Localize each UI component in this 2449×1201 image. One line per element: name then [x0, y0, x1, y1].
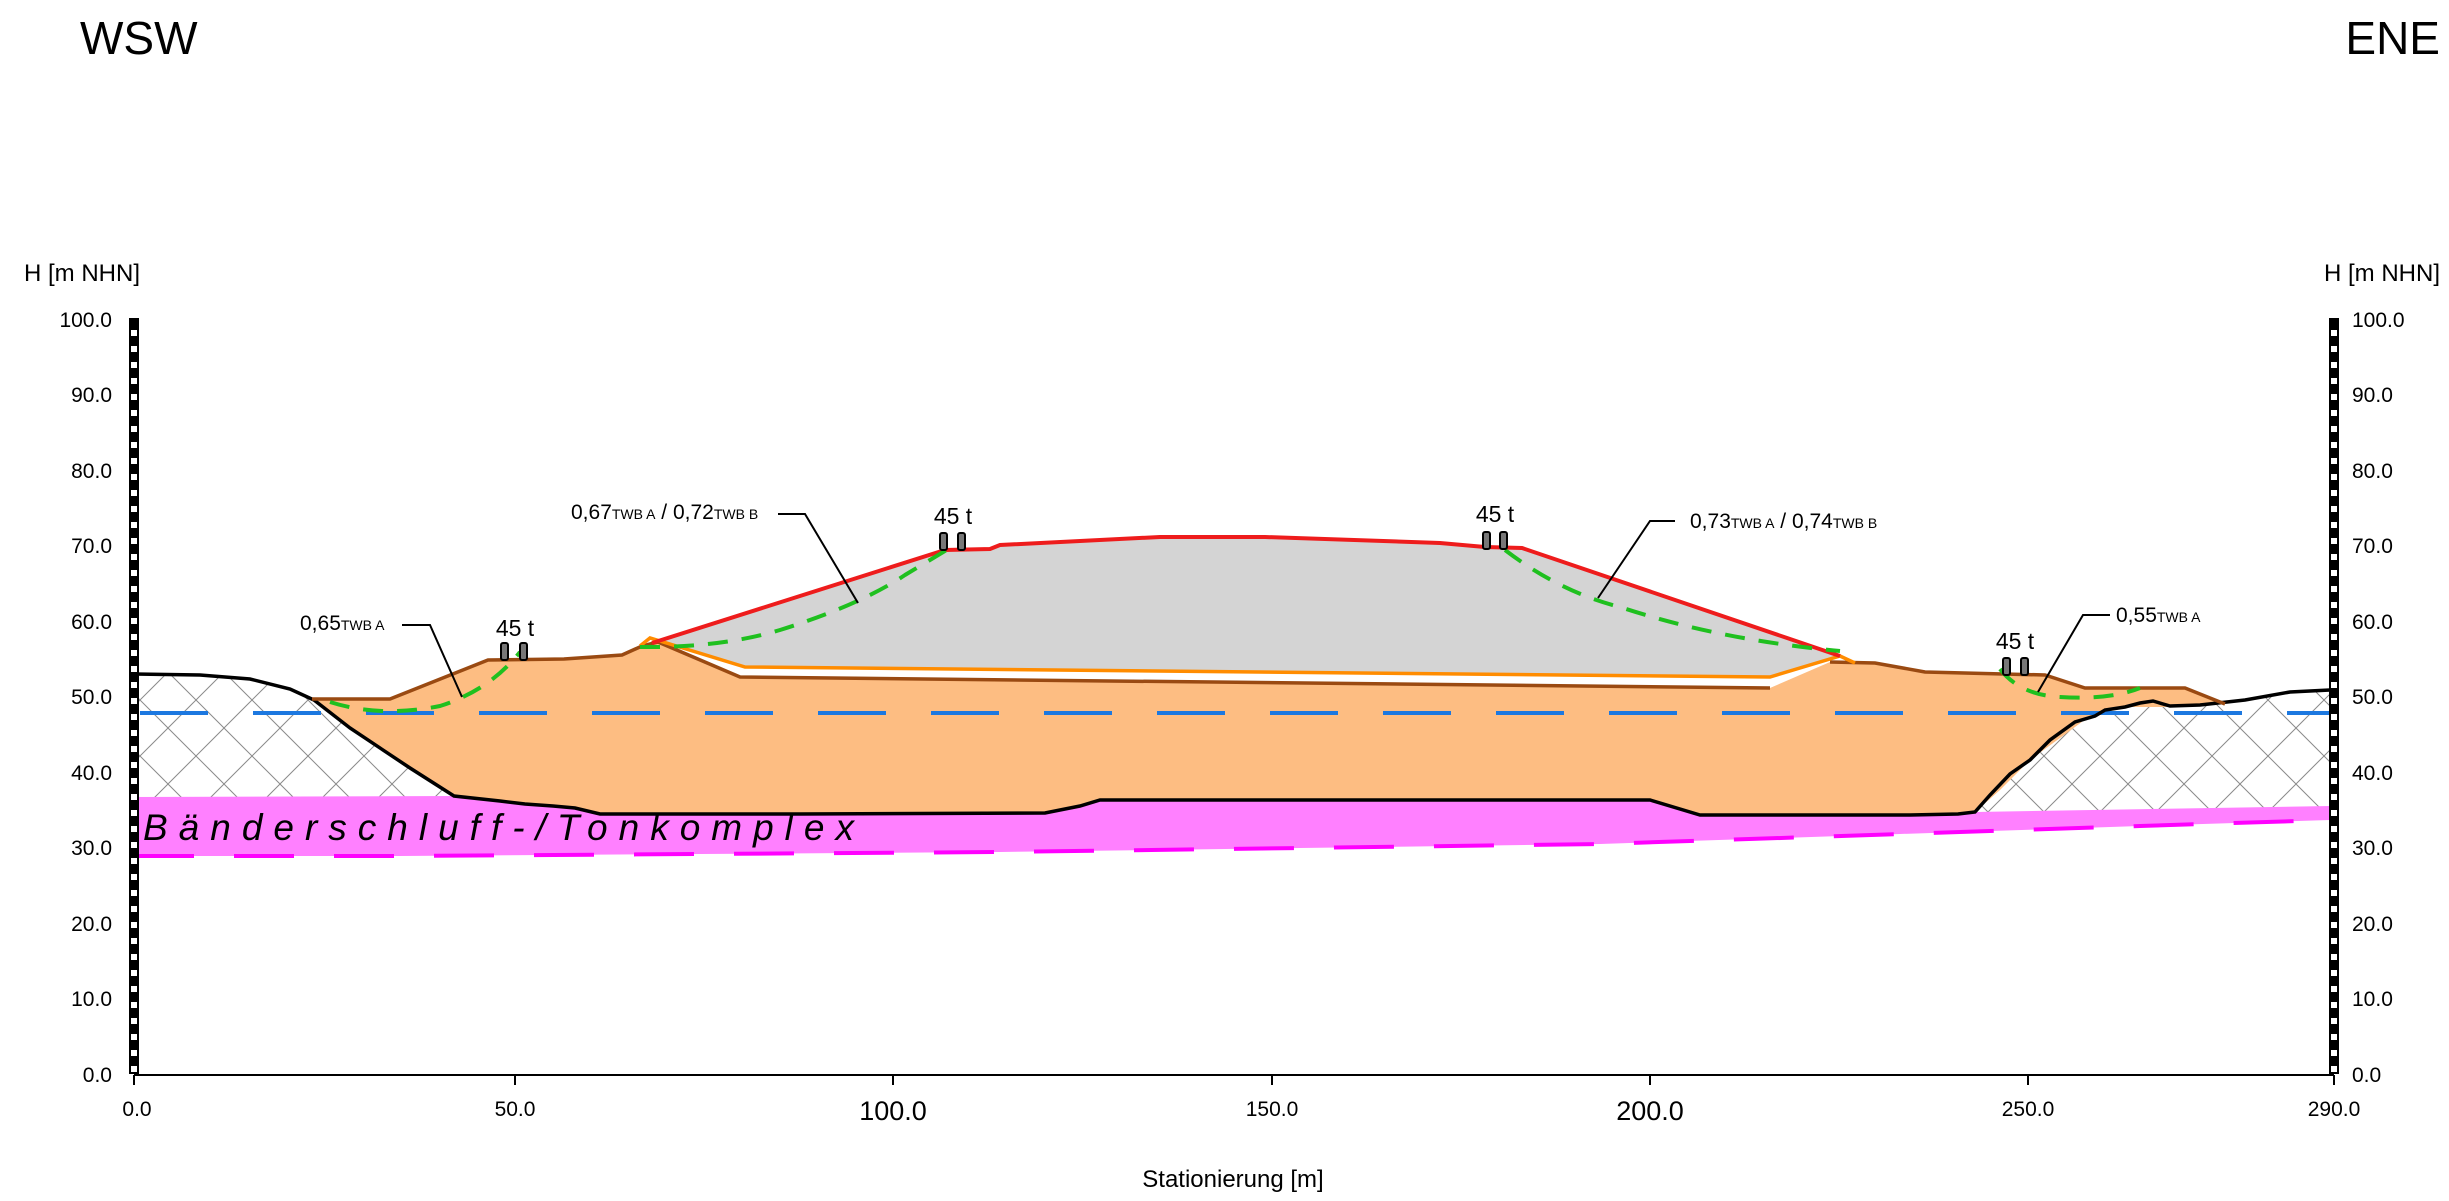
x-tick: 50.0: [495, 1098, 536, 1121]
load-marker-3: 45 t: [1476, 501, 1515, 550]
x-axis-ticks: [133, 1075, 2335, 1085]
y-tick-right: 50.0: [2352, 686, 2393, 709]
fos-subscript: TWB B: [1833, 515, 1877, 531]
y-tick-left: 50.0: [71, 686, 112, 709]
load-marker-4: 45 t: [1996, 628, 2035, 676]
slip-surface-right-inner: [1998, 667, 2141, 700]
y-tick-right: 60.0: [2352, 611, 2393, 634]
svg-text:0,55TWB A: 0,55TWB A: [2116, 604, 2201, 627]
y-tick-right: 90.0: [2352, 384, 2393, 407]
svg-text:0,67TWB A / 0,72TWB B: 0,67TWB A / 0,72TWB B: [571, 501, 758, 524]
dike-contour-left: [312, 640, 1771, 701]
fos-value: 0,74: [1792, 510, 1833, 533]
x-tick: 250.0: [2002, 1098, 2055, 1121]
y-tick-left: 90.0: [71, 384, 112, 407]
dump-body: [650, 537, 1840, 677]
natural-ground-right: [1975, 690, 2330, 812]
y-tick-left: 100.0: [59, 309, 112, 332]
y-tick-left: 60.0: [71, 611, 112, 634]
y-tick-right: 10.0: [2352, 988, 2393, 1011]
x-tick: 100.0: [859, 1096, 927, 1126]
x-tick: 150.0: [1246, 1098, 1299, 1121]
y-axis-title-right: H [m NHN]: [2324, 260, 2440, 287]
load-label: 45 t: [496, 615, 535, 641]
y-tick-right: 40.0: [2352, 762, 2393, 785]
y-tick-right: 70.0: [2352, 535, 2393, 558]
load-label: 45 t: [1476, 501, 1515, 527]
annotation-fos-right-outer: 0,73TWB A / 0,74TWB B: [1597, 510, 1877, 599]
y-tick-right: 30.0: [2352, 837, 2393, 860]
y-tick-labels-left: 100.0 90.0 80.0 70.0 60.0 50.0 40.0 30.0…: [59, 309, 112, 1087]
dike-contour-right: [1829, 660, 2226, 706]
slip-surface-right-outer: [1503, 548, 1841, 653]
y-tick-right: 20.0: [2352, 913, 2393, 936]
y-axis-bar-right-stripes: [2331, 320, 2337, 1072]
load-marker-1: 45 t: [496, 615, 535, 661]
load-label: 45 t: [934, 503, 973, 529]
y-tick-left: 70.0: [71, 535, 112, 558]
y-tick-left: 80.0: [71, 460, 112, 483]
fos-value: 0,73: [1690, 510, 1731, 533]
fos-subscript: TWB A: [1731, 515, 1775, 531]
annotation-fos-left-inner: 0,65TWB A: [300, 612, 463, 698]
y-axis-bar-left-stripes: [131, 320, 137, 1072]
annotation-fos-right-inner: 0,55TWB A: [2037, 604, 2201, 693]
svg-text:0,73TWB A / 0,74TWB B: 0,73TWB A / 0,74TWB B: [1690, 510, 1877, 533]
slip-surface-left-outer: [639, 546, 952, 650]
y-tick-left: 40.0: [71, 762, 112, 785]
y-tick-left: 0.0: [83, 1064, 112, 1087]
load-marker-2: 45 t: [934, 503, 973, 551]
clay-lower-boundary: [134, 818, 2331, 858]
fos-value: 0,72: [673, 501, 714, 524]
fos-separator: /: [655, 501, 673, 524]
clay-complex: [134, 796, 2330, 856]
slip-surface-left-inner: [329, 650, 522, 714]
fill-body: [312, 642, 2225, 815]
load-label: 45 t: [1996, 628, 2035, 654]
annotation-fos-left-outer: 0,67TWB A / 0,72TWB B: [571, 501, 859, 604]
fos-value: 0,67: [571, 501, 612, 524]
direction-label-ene: ENE: [2345, 12, 2440, 64]
y-tick-right: 0.0: [2352, 1064, 2381, 1087]
y-tick-left: 10.0: [71, 988, 112, 1011]
y-axis-title-left: H [m NHN]: [24, 260, 140, 287]
fos-value: 0,65: [300, 612, 341, 635]
dump-boundary-orange: [638, 636, 1856, 679]
x-tick-labels: 0.0 50.0 100.0 150.0 200.0 250.0 290.0: [122, 1096, 2360, 1126]
fos-value: 0,55: [2116, 604, 2157, 627]
x-tick: 0.0: [122, 1098, 151, 1121]
y-tick-left: 30.0: [71, 837, 112, 860]
y-tick-right: 100.0: [2352, 309, 2405, 332]
fos-subscript: TWB A: [341, 617, 385, 633]
y-tick-labels-right: 100.0 90.0 80.0 70.0 60.0 50.0 40.0 30.0…: [2352, 309, 2405, 1087]
fos-separator: /: [1774, 510, 1792, 533]
x-axis-title: Stationierung [m]: [1142, 1166, 1323, 1193]
y-tick-left: 20.0: [71, 913, 112, 936]
svg-text:0,65TWB A: 0,65TWB A: [300, 612, 385, 635]
x-tick: 290.0: [2308, 1098, 2361, 1121]
direction-label-wsw: WSW: [80, 12, 198, 64]
y-tick-right: 80.0: [2352, 460, 2393, 483]
x-tick: 200.0: [1616, 1096, 1684, 1126]
fos-subscript: TWB B: [714, 506, 758, 522]
fos-subscript: TWB A: [2157, 609, 2201, 625]
natural-ground-left: [134, 674, 454, 801]
fos-subscript: TWB A: [612, 506, 656, 522]
terrain-base-line: [133, 672, 2331, 817]
